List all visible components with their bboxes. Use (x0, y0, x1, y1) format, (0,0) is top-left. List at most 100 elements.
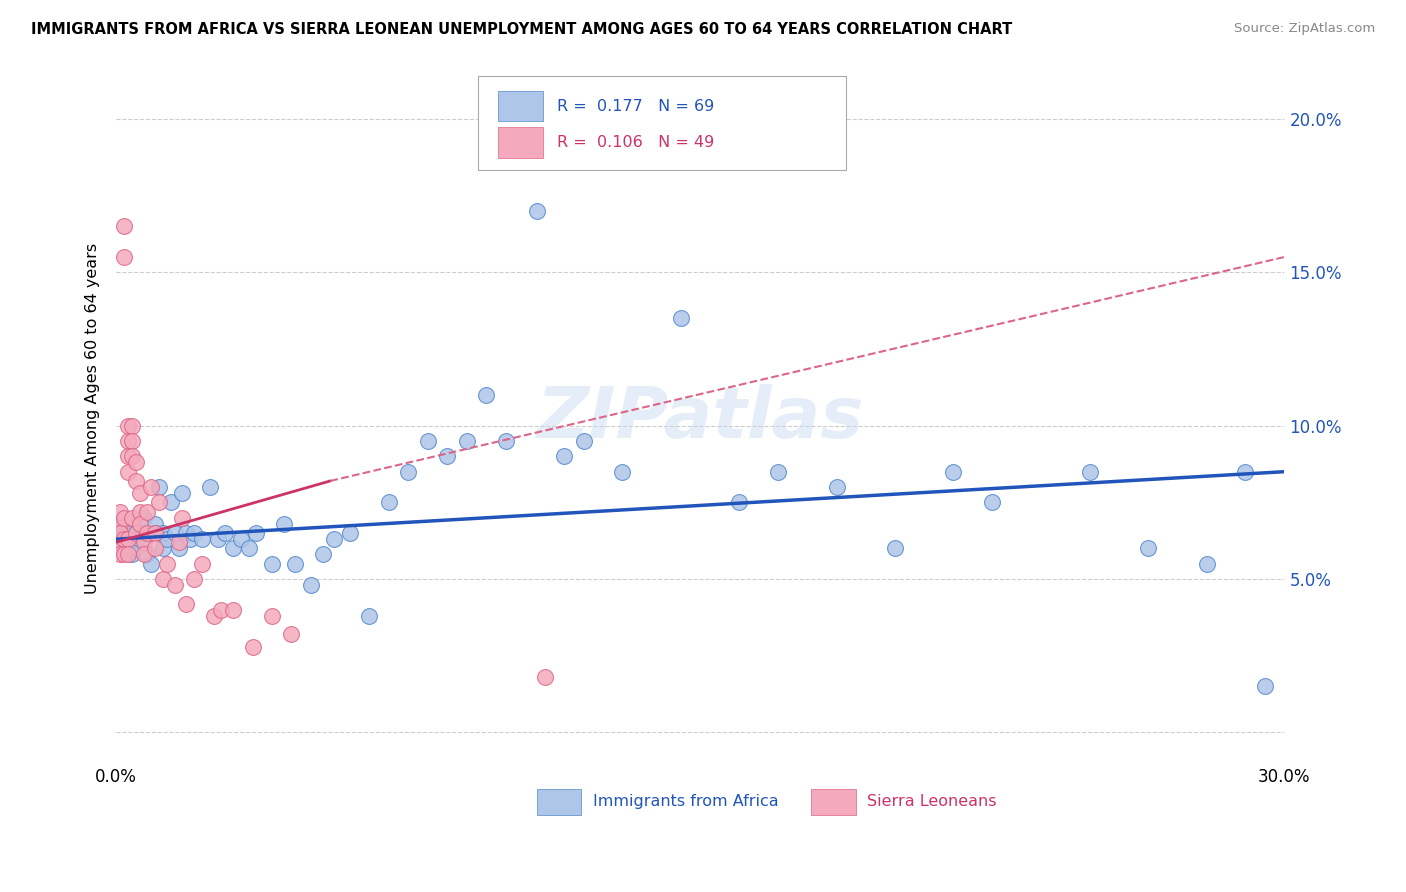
Point (202, 608, 225, 623)
Point (183, 572, 205, 586)
Point (229, 532, 252, 546)
Point (156, 557, 179, 571)
Point (209, 603, 232, 617)
Point (132, 532, 155, 546)
Point (128, 504, 150, 518)
Point (378, 495, 401, 509)
Text: R =  0.106   N = 49: R = 0.106 N = 49 (557, 136, 714, 150)
Point (172, 510, 194, 524)
Point (132, 510, 155, 524)
Point (981, 495, 1004, 509)
Point (112, 523, 135, 537)
Point (260, 557, 283, 571)
Point (117, 434, 139, 448)
Point (533, 670, 555, 684)
Point (475, 388, 498, 402)
Point (128, 516, 150, 531)
Point (117, 535, 139, 549)
Point (136, 526, 159, 541)
Point (117, 548, 139, 562)
Point (198, 480, 221, 494)
Point (112, 532, 135, 546)
Point (176, 526, 198, 541)
Text: R =  0.177   N = 69: R = 0.177 N = 69 (557, 99, 714, 113)
Point (176, 597, 198, 611)
Point (143, 541, 166, 556)
Point (125, 541, 148, 556)
Point (669, 311, 692, 326)
Point (179, 532, 201, 546)
Point (572, 434, 595, 448)
Point (260, 608, 283, 623)
Text: Source: ZipAtlas.com: Source: ZipAtlas.com (1234, 22, 1375, 36)
Point (125, 474, 148, 488)
Point (191, 532, 214, 546)
Point (884, 541, 907, 556)
Point (280, 627, 302, 641)
Point (148, 495, 170, 509)
Point (108, 541, 131, 556)
Point (163, 578, 186, 592)
Point (112, 529, 135, 543)
Point (612, 465, 634, 479)
FancyBboxPatch shape (537, 789, 581, 814)
Point (273, 516, 295, 531)
Point (112, 219, 135, 234)
Point (323, 532, 346, 546)
Point (112, 548, 135, 562)
Point (121, 418, 143, 433)
Point (396, 465, 419, 479)
Point (238, 541, 260, 556)
Point (183, 526, 205, 541)
Point (128, 532, 150, 546)
Point (222, 541, 245, 556)
Point (1137, 541, 1160, 556)
Point (245, 526, 267, 541)
Point (284, 557, 307, 571)
Point (108, 548, 131, 562)
Point (143, 526, 166, 541)
Point (141, 557, 163, 571)
Point (339, 526, 361, 541)
Point (125, 526, 148, 541)
Point (108, 516, 131, 531)
Text: Sierra Leoneans: Sierra Leoneans (868, 794, 997, 809)
Point (136, 526, 159, 541)
Point (121, 541, 143, 556)
Point (117, 418, 139, 433)
Point (1234, 465, 1257, 479)
Point (121, 450, 143, 464)
Point (728, 495, 751, 509)
FancyBboxPatch shape (498, 128, 543, 158)
FancyBboxPatch shape (811, 789, 856, 814)
Point (1195, 557, 1218, 571)
Point (456, 434, 478, 448)
Point (299, 578, 322, 592)
Point (117, 450, 139, 464)
Y-axis label: Unemployment Among Ages 60 to 64 years: Unemployment Among Ages 60 to 64 years (86, 243, 100, 593)
Point (136, 548, 159, 562)
Point (143, 526, 166, 541)
Point (942, 465, 965, 479)
Point (495, 434, 517, 448)
Point (167, 541, 190, 556)
Point (222, 603, 245, 617)
Point (436, 450, 458, 464)
Point (207, 532, 229, 546)
Point (121, 510, 143, 524)
Point (152, 526, 174, 541)
FancyBboxPatch shape (498, 91, 543, 121)
Point (311, 548, 333, 562)
Point (128, 516, 150, 531)
Point (132, 535, 155, 549)
Point (768, 465, 790, 479)
Point (825, 480, 848, 494)
Text: Immigrants from Africa: Immigrants from Africa (593, 794, 779, 809)
FancyBboxPatch shape (478, 77, 846, 169)
Point (132, 548, 155, 562)
Point (152, 572, 174, 586)
Point (191, 557, 214, 571)
Point (416, 434, 439, 448)
Point (108, 532, 131, 546)
Point (112, 510, 135, 524)
